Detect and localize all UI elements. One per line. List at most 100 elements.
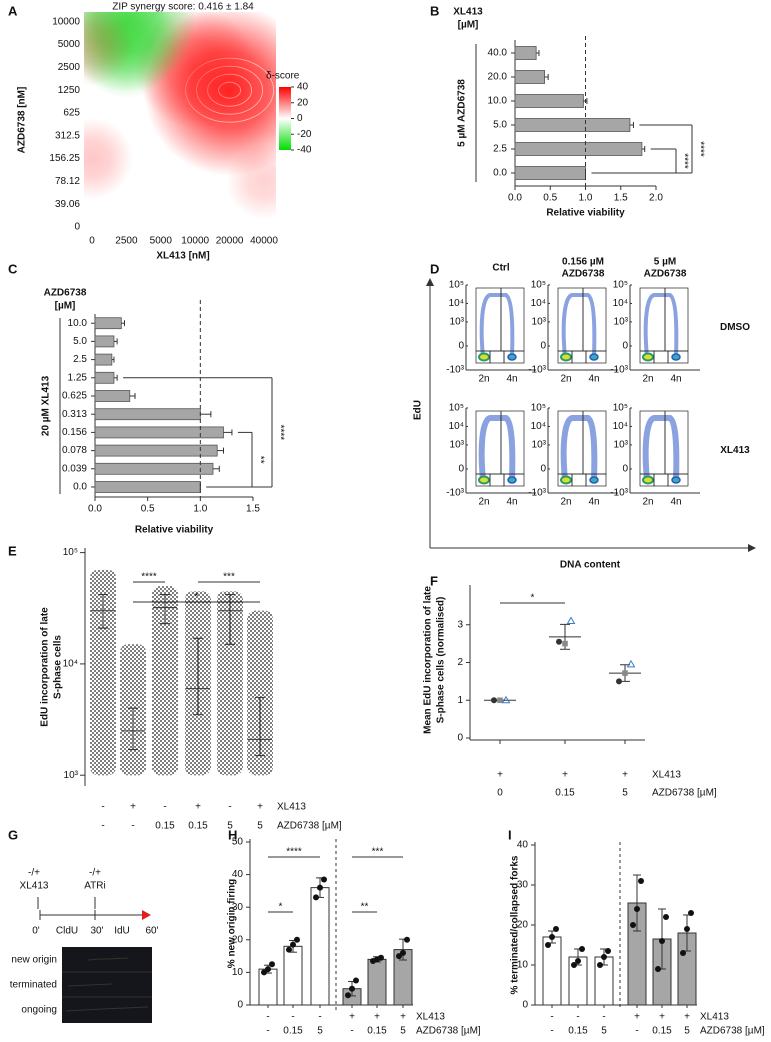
condition-value: - bbox=[350, 1026, 353, 1037]
y-tick-label: 0.313 bbox=[62, 409, 87, 420]
point bbox=[396, 953, 402, 960]
header: [µM] bbox=[55, 301, 76, 312]
y-tick-label: 625 bbox=[63, 108, 80, 119]
point bbox=[549, 934, 555, 940]
condition-value: - bbox=[602, 1012, 605, 1023]
significance-label: * bbox=[531, 593, 535, 604]
condition-value: 5 bbox=[400, 1026, 406, 1037]
significance-label: *** bbox=[223, 572, 235, 583]
y-tick-label: 2 bbox=[457, 657, 463, 668]
flow-tick-label: 10³ bbox=[450, 317, 465, 328]
y-tick-label: 10.0 bbox=[68, 318, 88, 329]
condition-label: AZD6738 [µM] bbox=[416, 1026, 481, 1037]
condition-label: XL413 bbox=[277, 802, 306, 813]
condition-value: + bbox=[622, 770, 628, 781]
flow-x-tick-label: 2n bbox=[642, 497, 653, 508]
treatment-label: -/+ bbox=[28, 868, 40, 879]
x-tick-label: 20000 bbox=[216, 236, 244, 247]
bar bbox=[94, 371, 115, 384]
time-label: 0' bbox=[32, 926, 40, 937]
flow-tick-label: -10³ bbox=[446, 488, 464, 499]
point bbox=[345, 992, 351, 999]
x-tick-label: 0.0 bbox=[508, 193, 522, 204]
x-tick-label: 1.5 bbox=[246, 504, 260, 515]
point bbox=[313, 894, 319, 901]
column-header: AZD6738 bbox=[644, 269, 687, 280]
flow-x-tick-label: 2n bbox=[642, 374, 653, 385]
point bbox=[605, 948, 611, 954]
bar bbox=[514, 70, 546, 84]
colorbar-label: δ-score bbox=[266, 71, 300, 82]
bar bbox=[542, 936, 562, 1006]
flow-tick-label: 10⁴ bbox=[449, 298, 464, 309]
gate bbox=[653, 350, 669, 364]
y-tick-label: 3 bbox=[457, 619, 463, 630]
y-tick-label: 10.0 bbox=[488, 96, 508, 107]
flow-tick-label: -10³ bbox=[446, 365, 464, 376]
y-tick-label: 0.625 bbox=[62, 391, 87, 402]
flow-tick-label: 10⁵ bbox=[449, 280, 464, 291]
y-tick-label: 156.25 bbox=[49, 153, 80, 164]
point bbox=[353, 977, 359, 984]
condition-value: + bbox=[374, 1012, 380, 1023]
y-axis-label: EdU bbox=[413, 400, 424, 420]
y-tick-label: 10⁴ bbox=[63, 659, 78, 670]
y-tick-label: 30 bbox=[232, 902, 244, 913]
condition-value: + bbox=[562, 770, 568, 781]
colorbar-tick-label: 40 bbox=[297, 82, 309, 93]
x-tick-label: 1.5 bbox=[614, 193, 628, 204]
point bbox=[659, 938, 665, 944]
significance-label: **** bbox=[274, 425, 285, 441]
gate bbox=[503, 473, 525, 487]
flow-tick-label: 10⁴ bbox=[449, 421, 464, 432]
bar bbox=[94, 481, 201, 493]
point bbox=[638, 878, 644, 884]
column-header: Ctrl bbox=[492, 263, 509, 274]
x-tick-label: 2.0 bbox=[649, 193, 663, 204]
point bbox=[566, 616, 576, 624]
arrow-head bbox=[748, 544, 756, 552]
g1-cluster bbox=[560, 475, 572, 485]
condition-value: 5 bbox=[227, 821, 233, 832]
condition-label: AZD6738 [µM] bbox=[700, 1026, 765, 1037]
condition-value: 0.15 bbox=[155, 821, 175, 832]
gate bbox=[489, 350, 505, 364]
significance-label: **** bbox=[678, 153, 689, 169]
point bbox=[616, 678, 622, 685]
point bbox=[622, 670, 628, 676]
label-name: CldU bbox=[56, 926, 78, 937]
panel-letter: B bbox=[430, 3, 439, 18]
cell-cloud bbox=[152, 586, 178, 776]
y-tick-label: 10 bbox=[232, 967, 244, 978]
flow-x-tick-label: 4n bbox=[588, 374, 599, 385]
colorbar bbox=[279, 87, 291, 150]
flow-tick-label: 0 bbox=[622, 341, 628, 352]
label-name: IdU bbox=[114, 926, 130, 937]
g2-cluster bbox=[589, 476, 599, 484]
y-tick-label: 5.0 bbox=[73, 336, 87, 347]
y-tick-label: 0 bbox=[237, 1000, 243, 1011]
cell-density bbox=[560, 415, 598, 481]
header: XL413 bbox=[453, 7, 483, 18]
bar bbox=[514, 46, 537, 60]
flow-tick-label: 10³ bbox=[532, 317, 547, 328]
flow-tick-label: 10³ bbox=[614, 440, 629, 451]
y-axis-label: S-phase cells (normalised) bbox=[436, 597, 447, 724]
condition-value: + bbox=[634, 1012, 640, 1023]
flow-tick-label: 10⁵ bbox=[613, 280, 628, 291]
y-tick-label: 0.0 bbox=[493, 168, 507, 179]
point bbox=[317, 884, 323, 891]
flow-tick-label: -10³ bbox=[610, 488, 628, 499]
g2-cluster bbox=[507, 476, 517, 484]
y-axis-label: % new origin firing bbox=[227, 879, 238, 968]
point bbox=[400, 949, 406, 956]
panel-letter: F bbox=[430, 573, 438, 588]
condition-value: 0.15 bbox=[367, 1026, 387, 1037]
chart-title: ZIP synergy score: 0.416 ± 1.84 bbox=[112, 2, 254, 13]
bar bbox=[94, 444, 218, 457]
flow-tick-label: 10⁵ bbox=[613, 403, 628, 414]
y-axis-label: S-phase cells bbox=[53, 635, 64, 699]
row-label: XL413 bbox=[720, 445, 750, 456]
y-tick-label: 50 bbox=[232, 837, 244, 848]
